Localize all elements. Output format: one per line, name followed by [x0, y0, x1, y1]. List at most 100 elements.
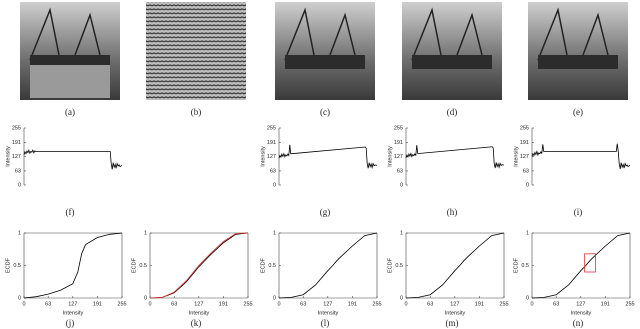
y-tick-label: 0 [18, 182, 21, 188]
y-tick-label: 0.5 [139, 263, 147, 269]
y-tick-label: 0.5 [268, 263, 276, 269]
image-caption: (d) [447, 107, 458, 117]
image-caption: (b) [191, 107, 202, 117]
y-tick-label: 1 [144, 230, 147, 236]
y-tick-label: 0 [144, 295, 147, 301]
image-caption: (a) [65, 107, 75, 117]
y-axis-label: Intensity [260, 146, 266, 167]
x-tick-label: 0 [22, 301, 25, 307]
y-tick-label: 63 [270, 168, 276, 174]
y-tick-label: 255 [12, 125, 21, 131]
data-line [405, 232, 505, 299]
chart-caption: (k) [191, 318, 202, 328]
y-tick-label: 1 [273, 230, 276, 236]
image-detail [537, 7, 609, 61]
x-tick-label: 127 [194, 301, 203, 307]
x-tick-label: 255 [499, 301, 508, 307]
y-tick-label: 127 [520, 154, 529, 160]
y-axis-label: ECDF [387, 257, 393, 273]
masked-region [30, 65, 110, 98]
image-detail [285, 55, 365, 69]
y-tick-label: 1 [526, 230, 529, 236]
y-tick-label: 0.5 [521, 263, 529, 269]
y-tick-label: 191 [520, 140, 529, 146]
y-tick-label: 63 [397, 168, 403, 174]
y-tick-label: 191 [267, 140, 276, 146]
x-tick-label: 191 [601, 301, 610, 307]
x-tick-label: 127 [68, 301, 77, 307]
x-tick-label: 191 [93, 301, 102, 307]
data-line [531, 232, 631, 299]
y-tick-label: 0 [273, 182, 276, 188]
image [528, 2, 628, 100]
y-tick-label: 255 [267, 125, 276, 131]
image [146, 2, 246, 100]
x-tick-label: 63 [553, 301, 559, 307]
x-axis-label: Intensity [318, 310, 339, 316]
chart-caption: (l) [321, 318, 330, 328]
x-axis-label: Intensity [571, 310, 592, 316]
x-tick-label: 255 [625, 301, 634, 307]
y-axis-label: Intensity [5, 146, 11, 167]
x-tick-label: 255 [117, 301, 126, 307]
y-axis-label: ECDF [131, 257, 137, 273]
x-axis-label: Intensity [189, 310, 210, 316]
x-tick-label: 0 [148, 301, 151, 307]
image [275, 2, 375, 100]
image-detail [411, 7, 483, 61]
y-tick-label: 63 [15, 168, 21, 174]
x-tick-label: 0 [404, 301, 407, 307]
x-tick-label: 127 [576, 301, 585, 307]
y-tick-label: 0 [526, 182, 529, 188]
x-tick-label: 63 [171, 301, 177, 307]
y-tick-label: 0.5 [13, 263, 21, 269]
image-detail [284, 7, 356, 61]
chart-caption: (m) [446, 318, 459, 328]
y-tick-label: 127 [394, 154, 403, 160]
data-line [531, 143, 631, 169]
chart-caption: (f) [66, 207, 75, 217]
y-axis-label: ECDF [513, 257, 519, 273]
y-axis-label: Intensity [387, 146, 393, 167]
data-line [149, 232, 249, 299]
y-tick-label: 127 [267, 154, 276, 160]
y-axis-label: Intensity [513, 146, 519, 167]
image-caption: (c) [320, 107, 330, 117]
chart-caption: (g) [320, 207, 331, 217]
y-tick-label: 0 [273, 295, 276, 301]
highlight-box [584, 253, 596, 273]
x-tick-label: 255 [372, 301, 381, 307]
y-tick-label: 0 [18, 295, 21, 301]
image-caption: (e) [573, 107, 583, 117]
x-tick-label: 0 [530, 301, 533, 307]
data-line [405, 145, 505, 169]
x-tick-label: 191 [475, 301, 484, 307]
y-tick-label: 0 [400, 295, 403, 301]
y-axis-label: ECDF [5, 257, 11, 273]
data-line [23, 232, 123, 299]
y-tick-label: 127 [12, 154, 21, 160]
data-line [23, 149, 123, 170]
x-tick-label: 63 [45, 301, 51, 307]
y-tick-label: 255 [520, 125, 529, 131]
chart-caption: (i) [574, 207, 583, 217]
chart-caption: (j) [66, 318, 75, 328]
x-axis-label: Intensity [445, 310, 466, 316]
image-detail [538, 55, 618, 69]
x-tick-label: 0 [277, 301, 280, 307]
image [402, 2, 502, 100]
y-tick-label: 191 [394, 140, 403, 146]
image-detail [412, 55, 492, 69]
y-axis-label: ECDF [260, 257, 266, 273]
y-tick-label: 0.5 [395, 263, 403, 269]
data-line [278, 232, 378, 299]
y-tick-label: 0 [400, 182, 403, 188]
chart-caption: (n) [573, 318, 584, 328]
x-tick-label: 127 [323, 301, 332, 307]
y-tick-label: 0 [526, 295, 529, 301]
x-tick-label: 127 [450, 301, 459, 307]
y-tick-label: 1 [18, 230, 21, 236]
x-tick-label: 255 [243, 301, 252, 307]
